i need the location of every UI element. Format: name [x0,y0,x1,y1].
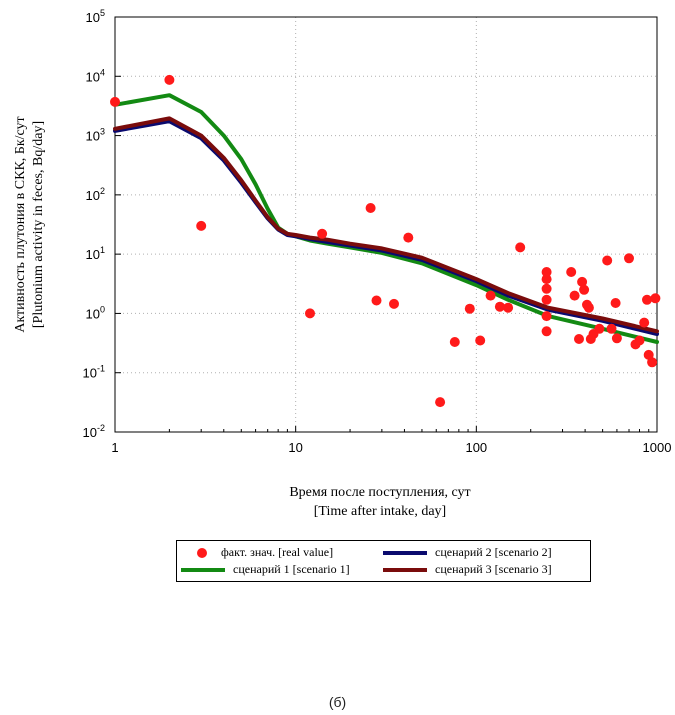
data-point [485,290,496,301]
y-tick-label: 102 [86,186,105,203]
tick-labels: 1 10 100 1000 10-2 10-1 100 101 102 103 104 105 [83,8,672,455]
legend-item-scenario-1: сценарий 1 [scenario 1] [181,562,350,577]
x-axis-label-line2: [Time after intake, day] [313,504,447,519]
data-point [110,96,120,107]
x-axis-label-line1: Время после поступления, сут [289,485,471,500]
data-point [389,298,399,309]
legend-marker-real-value [197,547,207,558]
legend-label-real-value: факт. знач. [real value] [221,545,334,559]
data-point [642,294,652,305]
x-tick-label: 100 [465,440,487,455]
y-tick-label: 103 [86,127,105,144]
data-point [196,220,207,231]
data-point [403,232,414,243]
x-tick-label: 1000 [643,440,672,455]
legend-item-real-value: факт. знач. [real value] [177,545,333,560]
grid-lines [115,17,657,432]
data-point [579,284,590,295]
figure-caption: (б) [328,694,347,710]
legend-item-scenario-2: сценарий 2 [scenario 2] [383,545,552,560]
y-tick-label: 10-2 [83,423,105,440]
data-point [647,357,658,368]
y-tick-label: 105 [86,8,105,25]
legend-label-scenario-2: сценарий 2 [scenario 2] [435,545,552,559]
data-point [317,228,328,239]
legend-item-scenario-3: сценарий 3 [scenario 3] [383,562,552,577]
data-point [541,274,552,285]
y-tick-label: 100 [86,304,105,321]
data-point [606,323,617,334]
data-point [594,323,605,334]
data-point [602,255,613,266]
data-point [541,311,552,322]
data-point [541,294,552,305]
y-tick-label: 10-1 [83,364,105,381]
series-line-scenario-3 [113,116,659,334]
data-point [634,335,645,346]
axis-ticks [114,16,658,433]
data-point [371,295,382,306]
data-point [449,337,460,347]
data-point [503,302,514,313]
data-point [566,267,577,277]
data-point [610,298,621,308]
y-axis-label-line1: Активность плутония в СКК, Бк/сут [13,116,28,332]
data-point [574,334,584,344]
data-point [577,276,588,287]
data-point [541,326,552,337]
legend-swatch-scenario-1 [181,567,225,572]
data-point [611,333,622,344]
data-point [650,293,661,304]
x-axis-label: Время после поступления, сут [Time after… [200,483,560,521]
data-point [583,302,594,313]
legend: факт. знач. [real value] сценарий 1 [sce… [176,540,591,582]
data-point [164,74,175,85]
data-point [305,308,315,319]
x-tick-label: 1 [111,440,118,455]
data-point [515,242,526,253]
data-point [494,301,505,312]
legend-label-scenario-3: сценарий 3 [scenario 3] [435,562,552,576]
x-tick-label: 10 [288,440,302,455]
data-point [639,317,650,328]
y-axis-label-line2: [Plutonium activity in feces, Bq/day] [31,121,46,328]
data-point [569,290,580,301]
legend-swatch-scenario-2 [383,550,427,555]
legend-swatch-scenario-3 [383,567,427,572]
data-point [541,283,552,294]
data-point [435,397,446,408]
data-point [541,267,552,277]
series-line-scenario-2 [113,119,659,336]
data-points [110,74,661,408]
legend-label-scenario-1: сценарий 1 [scenario 1] [233,562,350,576]
y-tick-label: 104 [86,67,105,84]
data-point [464,303,475,314]
data-point [475,335,486,346]
plot-frame [114,16,658,433]
series-lines [113,93,659,344]
y-tick-label: 101 [86,245,105,262]
data-point [624,253,634,264]
data-point [365,203,376,213]
